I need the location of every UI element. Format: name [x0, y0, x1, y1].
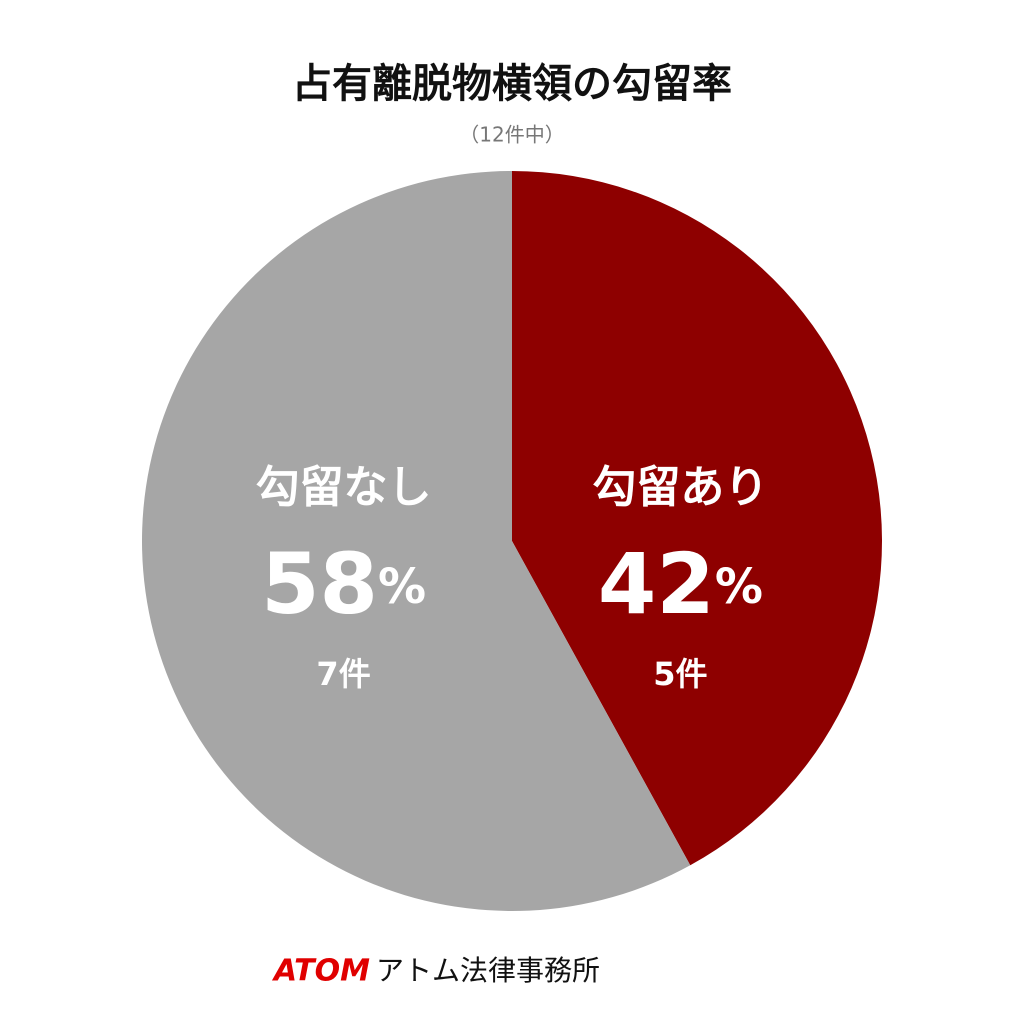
- footer-name: アトム法律事務所: [376, 954, 600, 987]
- footer-brand: ATOM: [272, 954, 370, 989]
- slice-count-label: 5件: [653, 655, 707, 693]
- chart-subtitle: （12件中）: [459, 123, 564, 147]
- slice-count-label: 7件: [316, 655, 370, 693]
- pie: 勾留あり 42% 5件 勾留なし 58% 7件: [141, 171, 882, 911]
- slice-value-label: 58%: [261, 535, 426, 633]
- slice-category-label: 勾留なし: [256, 462, 432, 513]
- chart-title: 占有離脱物横領の勾留率: [292, 61, 732, 107]
- slice-value-label: 42%: [598, 535, 763, 633]
- slice-category-label: 勾留あり: [592, 462, 768, 513]
- pie-slice: [512, 171, 882, 866]
- pie-slice: [141, 171, 691, 911]
